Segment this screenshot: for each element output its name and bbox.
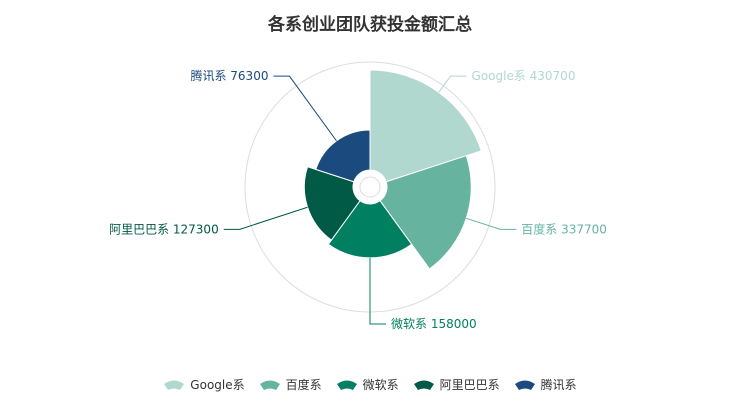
- legend-label: 微软系: [362, 378, 399, 392]
- legend-item[interactable]: 阿里巴巴系: [413, 376, 500, 393]
- rose-slice[interactable]: [303, 166, 361, 241]
- legend-rose-icon: [259, 380, 280, 390]
- legend-item[interactable]: 微软系: [336, 376, 399, 393]
- slice-label: Google系 430700: [472, 69, 576, 83]
- legend-item[interactable]: 百度系: [259, 376, 322, 393]
- center-ring: [359, 176, 381, 198]
- label-line: [438, 75, 467, 93]
- legend-rose-icon: [164, 380, 185, 390]
- slice-label: 阿里巴巴系 127300: [109, 222, 219, 236]
- rose-slice[interactable]: [379, 155, 472, 270]
- label-line: [466, 217, 517, 230]
- legend-rose-icon: [514, 380, 535, 390]
- legend-label: 百度系: [285, 378, 322, 392]
- label-line: [273, 75, 337, 142]
- chart-title: 各系创业团队获投金额汇总: [268, 15, 472, 35]
- legend-rose-icon: [413, 380, 434, 390]
- legend-label: Google系: [190, 378, 245, 392]
- slice-label: 腾讯系 76300: [190, 68, 268, 83]
- legend: Google系 百度系 微软系 阿里巴巴系 腾讯系: [0, 376, 740, 393]
- legend-label: 腾讯系: [540, 378, 577, 392]
- slice-label: 百度系 337700: [521, 221, 607, 236]
- slice-label: 微软系 158000: [391, 317, 477, 331]
- legend-item[interactable]: 腾讯系: [514, 376, 577, 393]
- legend-item[interactable]: Google系: [163, 376, 245, 393]
- legend-rose-icon: [336, 380, 357, 390]
- rose-slice[interactable]: [369, 69, 482, 183]
- legend-label: 阿里巴巴系: [439, 378, 500, 392]
- label-line: [223, 206, 308, 230]
- rose-slice[interactable]: [315, 129, 371, 183]
- rose-slice[interactable]: [327, 200, 413, 259]
- label-line: [369, 257, 386, 325]
